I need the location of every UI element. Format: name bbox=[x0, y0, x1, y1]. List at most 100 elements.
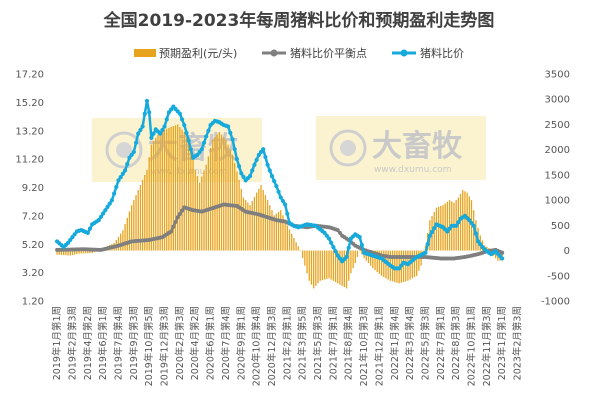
ratio-point bbox=[267, 168, 272, 173]
profit-bar bbox=[227, 144, 229, 251]
right-axis-tick-label: 500 bbox=[551, 221, 570, 232]
right-axis-tick-label: 1000 bbox=[545, 196, 570, 207]
profit-bar bbox=[84, 250, 87, 254]
watermark-left-logo-dot bbox=[116, 142, 132, 158]
ratio-point bbox=[425, 242, 430, 247]
profit-bar bbox=[315, 250, 317, 286]
ratio-point bbox=[333, 249, 338, 254]
profit-bar bbox=[306, 250, 308, 274]
ratio-point bbox=[65, 240, 71, 245]
x-tick-label: 2022年5月第3周 bbox=[420, 306, 432, 380]
profit-bar bbox=[312, 250, 315, 289]
profit-bar bbox=[369, 250, 372, 266]
ratio-point bbox=[454, 223, 459, 228]
x-tick-label: 2023年1月第1周 bbox=[496, 306, 508, 380]
ratio-point bbox=[179, 117, 185, 122]
x-tick-label: 2019年7月第4周 bbox=[113, 306, 125, 380]
profit-bar bbox=[264, 195, 267, 251]
profit-bar bbox=[144, 174, 146, 251]
ratio-point bbox=[206, 128, 211, 133]
ratio-point bbox=[329, 240, 334, 245]
profit-bar bbox=[385, 250, 387, 279]
watermark-left-logo-icon bbox=[105, 131, 143, 169]
x-tick-label: 2022年3月第4周 bbox=[404, 306, 416, 380]
ratio-point bbox=[335, 253, 340, 258]
profit-bar bbox=[231, 154, 234, 251]
ratio-point bbox=[70, 235, 75, 240]
profit-bar bbox=[150, 144, 153, 251]
ratio-point bbox=[188, 147, 193, 152]
profit-bar bbox=[402, 250, 405, 283]
ratio-series bbox=[54, 98, 505, 271]
x-tick-label: 2021年2月第1周 bbox=[281, 306, 293, 380]
profit-bar bbox=[359, 250, 361, 252]
profit-bar bbox=[126, 217, 128, 251]
profit-bar bbox=[405, 250, 407, 282]
profit-bar bbox=[89, 250, 91, 254]
breakeven-point bbox=[177, 211, 182, 216]
profit-bar bbox=[148, 157, 150, 251]
x-tick-label: 2019年2月第3周 bbox=[66, 306, 78, 380]
x-tick-label: 2020年6月第1周 bbox=[205, 306, 217, 380]
x-tick-label: 2020年7月第4周 bbox=[220, 306, 232, 380]
ratio-point bbox=[254, 157, 259, 162]
profit-bar bbox=[275, 213, 278, 251]
profit-bar bbox=[117, 236, 120, 251]
x-tick-label: 2021年5月第3周 bbox=[312, 306, 324, 380]
x-tick-label: 2020年4月第2周 bbox=[189, 306, 201, 380]
profit-bar bbox=[288, 229, 291, 251]
x-tick-label: 2019年12月第3周 bbox=[159, 306, 171, 386]
profit-bar bbox=[159, 132, 161, 251]
ratio-point bbox=[184, 130, 189, 135]
profit-bar bbox=[236, 171, 238, 251]
ratio-point bbox=[269, 174, 275, 179]
profit-bar bbox=[444, 203, 446, 251]
ratio-point bbox=[228, 130, 233, 135]
ratio-point bbox=[324, 233, 329, 238]
profit-bar bbox=[192, 159, 194, 251]
profit-bar bbox=[152, 141, 155, 251]
x-tick-label: 2021年3月第5周 bbox=[297, 306, 309, 380]
profit-bar bbox=[245, 200, 247, 251]
profit-bar bbox=[124, 224, 126, 251]
watermark-right: 大畜牧 www.dxumu.com bbox=[316, 116, 486, 180]
profit-bar bbox=[137, 190, 139, 251]
ratio-point bbox=[427, 233, 432, 238]
ratio-point bbox=[467, 218, 472, 223]
ratio-point bbox=[471, 223, 476, 228]
profit-bar bbox=[470, 200, 473, 251]
left-axis-tick-label: 11.20 bbox=[15, 155, 44, 166]
profit-bar bbox=[293, 237, 295, 251]
profit-bar bbox=[78, 250, 80, 254]
profit-bar bbox=[464, 191, 466, 251]
profit-bar bbox=[157, 134, 159, 251]
watermark-right-url: www.dxumu.com bbox=[374, 165, 451, 175]
profit-bar bbox=[168, 127, 170, 251]
ratio-point bbox=[261, 147, 266, 152]
profit-bar bbox=[253, 196, 256, 251]
ratio-point bbox=[475, 239, 481, 244]
profit-bar bbox=[378, 250, 381, 274]
profit-bar bbox=[205, 164, 207, 251]
profit-bar bbox=[242, 197, 245, 251]
x-tick-label: 2020年10月第4周 bbox=[251, 306, 263, 386]
ratio-point bbox=[127, 155, 132, 160]
x-tick-label: 2021年7月第1周 bbox=[327, 306, 339, 380]
profit-bar bbox=[295, 242, 297, 251]
x-tick-label: 2019年6月第1周 bbox=[97, 306, 109, 380]
profit-bar bbox=[326, 250, 328, 279]
profit-bar bbox=[63, 250, 65, 256]
profit-bar bbox=[216, 134, 218, 251]
ratio-point bbox=[247, 174, 253, 179]
left-axis-tick-label: 7.20 bbox=[22, 211, 44, 222]
profit-bar bbox=[229, 149, 231, 251]
ratio-point bbox=[331, 244, 336, 250]
ratio-point bbox=[98, 214, 104, 219]
ratio-point bbox=[114, 184, 119, 190]
profit-bar bbox=[328, 250, 330, 279]
right-axis-tick-label: 2000 bbox=[545, 145, 570, 156]
profit-bar bbox=[209, 147, 212, 251]
profit-bar bbox=[139, 184, 142, 251]
profit-bar bbox=[345, 250, 348, 289]
ratio-point bbox=[195, 152, 200, 157]
